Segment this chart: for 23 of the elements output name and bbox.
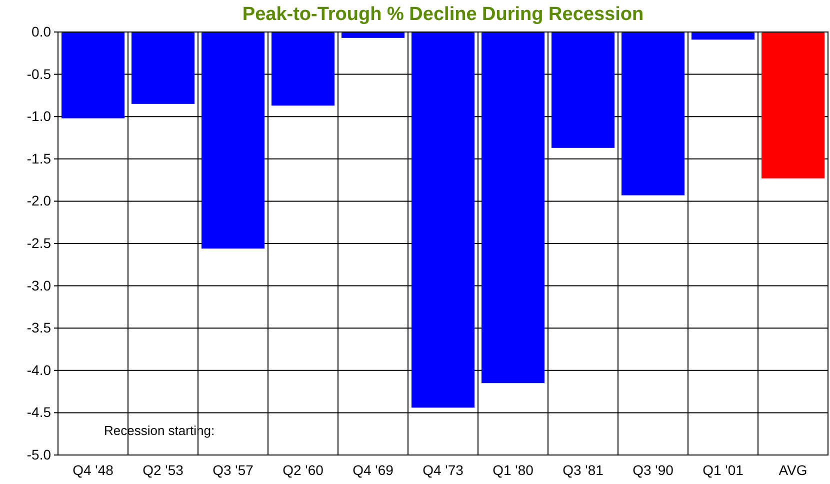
x-tick-label: Q1 '01 [702, 462, 744, 478]
y-tick-label: -2.5 [26, 234, 52, 251]
y-tick-label: -3.0 [26, 277, 52, 294]
y-tick-label: -1.0 [26, 108, 52, 124]
x-tick-label: Q3 '57 [212, 462, 254, 478]
x-tick-label: Q1 '80 [492, 462, 534, 478]
y-tick-label: -0.5 [26, 66, 52, 82]
x-tick-label: Q4 '69 [352, 462, 394, 478]
y-tick-label: -3.5 [26, 320, 52, 336]
y-tick-label: -5.0 [26, 446, 52, 462]
y-tick-label: -2.0 [26, 192, 52, 209]
x-tick-label: Q3 '81 [562, 462, 604, 478]
chart-title: Peak-to-Trough % Decline During Recession [242, 4, 644, 25]
y-tick-label: 0.0 [32, 23, 52, 40]
y-tick-label: -4.5 [26, 404, 52, 420]
y-tick-label: -4.0 [26, 362, 52, 378]
x-tick-label: Q2 '60 [282, 462, 324, 478]
y-tick-label: -1.5 [26, 150, 52, 166]
x-tick-label: Q3 '90 [632, 462, 674, 478]
x-tick-label: Q4 '48 [72, 462, 114, 478]
x-tick-label: Q2 '53 [142, 462, 184, 478]
x-tick-label: AVG [778, 462, 808, 478]
x-tick-label: Q4 '73 [422, 462, 464, 478]
